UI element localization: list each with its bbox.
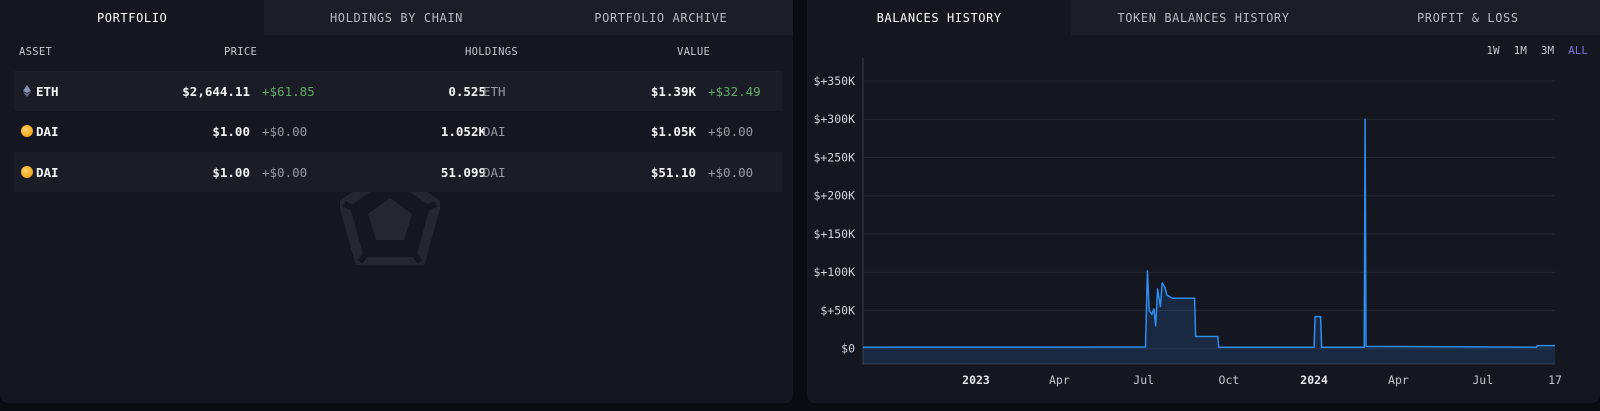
- asset-symbol: DAI: [36, 165, 59, 180]
- y-tick-label: $+200K: [813, 189, 855, 203]
- history-tab-bar: BALANCES HISTORY TOKEN BALANCES HISTORY …: [807, 0, 1600, 35]
- price-change: +$0.00: [262, 165, 308, 180]
- y-tick-label: $+250K: [813, 150, 855, 164]
- series-line: [862, 118, 1555, 348]
- holdings-amount: 51.099: [440, 165, 486, 180]
- x-tick-label: Apr: [1388, 373, 1409, 387]
- column-header-holdings[interactable]: HOLDINGS: [465, 46, 518, 58]
- series-area: [863, 119, 1555, 364]
- column-header-asset[interactable]: ASSET: [19, 46, 53, 58]
- y-tick-label: $+150K: [813, 227, 855, 241]
- asset-value: $1.05K: [650, 124, 696, 139]
- dai-coin-icon: [21, 125, 33, 137]
- range-1m-button[interactable]: 1M: [1513, 44, 1527, 57]
- value-change: +$0.00: [708, 165, 754, 180]
- table-header: ASSET PRICE HOLDINGS VALUE: [0, 46, 793, 60]
- asset-value: $1.39K: [650, 84, 696, 99]
- asset-price: $1.00: [212, 165, 250, 180]
- asset-price: $2,644.11: [182, 84, 250, 99]
- portfolio-tab-bar: PORTFOLIO HOLDINGS BY CHAIN PORTFOLIO AR…: [0, 0, 793, 35]
- asset-symbol: ETH: [36, 84, 59, 99]
- time-range-selector: 1W 1M 3M ALL: [1486, 44, 1588, 57]
- asset-price: $1.00: [212, 124, 250, 139]
- x-tick-label: Oct: [1219, 373, 1240, 387]
- range-all-button[interactable]: ALL: [1568, 44, 1588, 57]
- balances-history-chart[interactable]: $0 $+50K $+100K $+150K $+200K $+250K $+300K $+3…: [807, 0, 1600, 403]
- tab-portfolio[interactable]: PORTFOLIO: [0, 0, 265, 35]
- holdings-unit: ETH: [483, 84, 506, 99]
- y-tick-label: $+50K: [820, 303, 855, 317]
- ethereum-icon: [23, 85, 31, 97]
- x-tick-label: Jul: [1472, 373, 1493, 387]
- holdings-unit: DAI: [483, 124, 506, 139]
- tab-token-balances-history[interactable]: TOKEN BALANCES HISTORY: [1071, 0, 1336, 35]
- dai-coin-icon: [21, 166, 33, 178]
- table-row[interactable]: DAI $1.00 +$0.00 1.052K DAI $1.05K +$0.0…: [14, 111, 782, 151]
- price-change: +$0.00: [262, 124, 308, 139]
- tab-portfolio-archive[interactable]: PORTFOLIO ARCHIVE: [528, 0, 793, 35]
- holdings-amount: 0.525: [448, 84, 486, 99]
- x-tick-label: 2024: [1300, 373, 1328, 387]
- tab-profit-loss[interactable]: PROFIT & LOSS: [1335, 0, 1600, 35]
- holdings-unit: DAI: [483, 165, 506, 180]
- price-change: +$61.85: [262, 84, 315, 99]
- table-row[interactable]: ETH $2,644.11 +$61.85 0.525 ETH $1.39K +…: [14, 71, 782, 111]
- value-change: +$0.00: [708, 124, 754, 139]
- tab-balances-history[interactable]: BALANCES HISTORY: [807, 0, 1072, 35]
- y-tick-label: $+300K: [813, 112, 855, 126]
- holdings-amount: 1.052K: [440, 124, 486, 139]
- x-tick-label: Jul: [1133, 373, 1154, 387]
- asset-symbol: DAI: [36, 124, 59, 139]
- x-tick-label: 17: [1548, 373, 1562, 387]
- y-tick-label: $0: [841, 342, 855, 356]
- column-header-price[interactable]: PRICE: [224, 46, 258, 58]
- y-tick-label: $+350K: [813, 74, 855, 88]
- y-tick-label: $+100K: [813, 265, 855, 279]
- table-row[interactable]: DAI $1.00 +$0.00 51.099 DAI $51.10 +$0.0…: [14, 152, 782, 192]
- column-header-value[interactable]: VALUE: [677, 46, 711, 58]
- range-3m-button[interactable]: 3M: [1540, 44, 1555, 57]
- logo-watermark-icon: [340, 170, 440, 265]
- history-panel: BALANCES HISTORY TOKEN BALANCES HISTORY …: [807, 0, 1600, 403]
- portfolio-panel: PORTFOLIO HOLDINGS BY CHAIN PORTFOLIO AR…: [0, 0, 793, 403]
- value-change: +$32.49: [708, 84, 761, 99]
- range-1w-button[interactable]: 1W: [1486, 44, 1500, 57]
- asset-value: $51.10: [650, 165, 696, 180]
- x-tick-label: 2023: [962, 373, 990, 387]
- tab-holdings-by-chain[interactable]: HOLDINGS BY CHAIN: [264, 0, 529, 35]
- x-tick-label: Apr: [1049, 373, 1070, 387]
